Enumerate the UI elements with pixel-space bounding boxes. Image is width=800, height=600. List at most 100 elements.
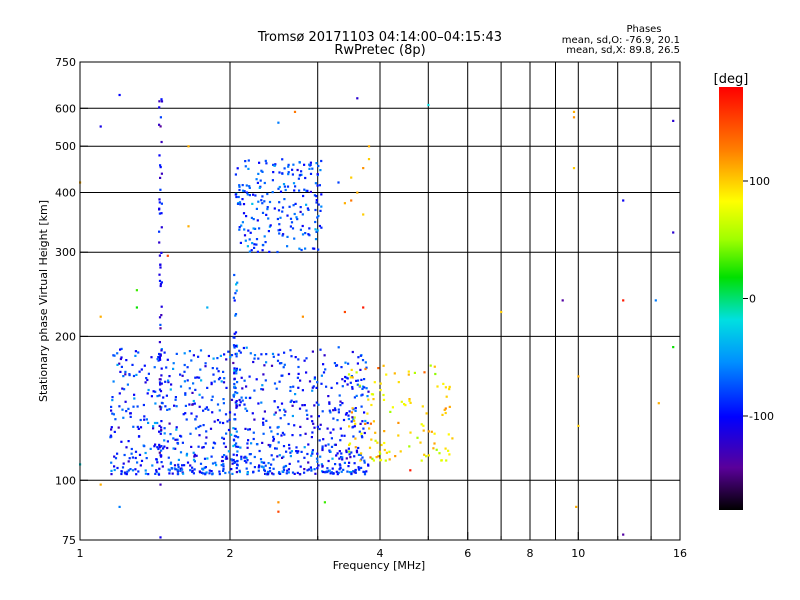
data-point	[159, 432, 162, 435]
data-point	[158, 254, 161, 257]
data-point	[225, 358, 228, 361]
data-point	[201, 446, 204, 449]
data-point	[246, 446, 249, 449]
data-point	[353, 396, 356, 399]
data-point	[359, 422, 362, 425]
data-point	[285, 472, 288, 475]
data-point	[167, 379, 170, 382]
data-point	[374, 431, 377, 434]
data-point	[363, 461, 366, 464]
grid	[80, 62, 680, 540]
data-point	[197, 425, 200, 429]
data-point	[236, 381, 239, 384]
data-point	[315, 199, 318, 202]
data-point	[184, 404, 187, 407]
data-point	[298, 189, 301, 192]
data-point	[186, 379, 189, 382]
data-point	[118, 362, 121, 365]
data-point	[298, 247, 301, 250]
data-point	[327, 443, 330, 446]
data-point	[236, 281, 239, 284]
data-point	[282, 455, 285, 458]
data-point	[136, 405, 139, 408]
data-point	[150, 356, 153, 359]
data-point	[210, 381, 213, 384]
data-point	[272, 438, 275, 441]
data-point	[316, 460, 319, 463]
data-point	[301, 233, 305, 236]
data-point	[319, 455, 322, 458]
data-point	[290, 450, 293, 453]
data-point	[238, 368, 242, 371]
data-point	[445, 395, 448, 398]
data-point	[113, 354, 116, 357]
data-point	[143, 415, 146, 418]
data-point	[365, 366, 368, 369]
data-point	[319, 169, 322, 172]
data-point	[268, 250, 271, 253]
data-point	[305, 203, 308, 206]
data-point	[303, 468, 306, 471]
data-point	[132, 425, 135, 428]
data-point	[154, 472, 157, 475]
data-point	[194, 376, 197, 379]
data-point	[265, 419, 268, 422]
data-point	[279, 472, 282, 475]
data-point	[202, 446, 205, 449]
data-point	[273, 164, 276, 167]
data-point	[160, 429, 163, 432]
data-point	[316, 467, 319, 470]
data-point	[352, 425, 355, 428]
data-point	[296, 451, 299, 454]
data-point	[283, 351, 286, 354]
data-point	[348, 410, 351, 413]
data-point	[440, 459, 443, 462]
data-point	[340, 452, 343, 455]
data-point	[159, 323, 162, 326]
data-point	[235, 283, 238, 286]
data-point	[282, 468, 286, 472]
x-tick-label: 6	[464, 547, 471, 560]
data-point	[158, 273, 161, 276]
data-point	[291, 414, 294, 418]
data-point	[191, 403, 194, 406]
data-point	[317, 415, 320, 418]
data-point	[244, 396, 248, 399]
data-point	[174, 398, 177, 401]
data-point	[263, 410, 266, 413]
data-point	[228, 418, 231, 421]
data-points	[79, 93, 675, 539]
data-point	[230, 468, 233, 471]
data-point	[338, 394, 341, 397]
data-point	[308, 163, 311, 166]
data-point	[237, 445, 240, 448]
data-point	[176, 469, 179, 472]
data-point	[180, 467, 183, 470]
data-point	[226, 457, 229, 460]
data-point	[232, 394, 235, 397]
data-point	[245, 461, 248, 464]
data-point	[204, 407, 207, 410]
data-point	[292, 204, 295, 207]
data-point	[240, 376, 243, 379]
data-point	[240, 396, 243, 399]
data-point	[139, 464, 142, 467]
data-point	[384, 459, 387, 462]
data-point	[153, 421, 157, 425]
data-point	[303, 359, 306, 362]
data-point	[113, 465, 116, 468]
data-point	[160, 367, 163, 370]
data-point	[243, 228, 246, 231]
data-point	[257, 402, 260, 405]
data-point	[301, 224, 304, 228]
data-point	[350, 451, 353, 454]
data-point	[255, 207, 258, 210]
data-point	[263, 469, 266, 472]
data-point	[286, 235, 289, 238]
data-point	[318, 427, 321, 431]
data-point	[303, 456, 306, 459]
data-point	[165, 366, 168, 369]
data-point	[315, 195, 318, 198]
data-point	[277, 187, 280, 190]
data-point	[243, 234, 247, 237]
